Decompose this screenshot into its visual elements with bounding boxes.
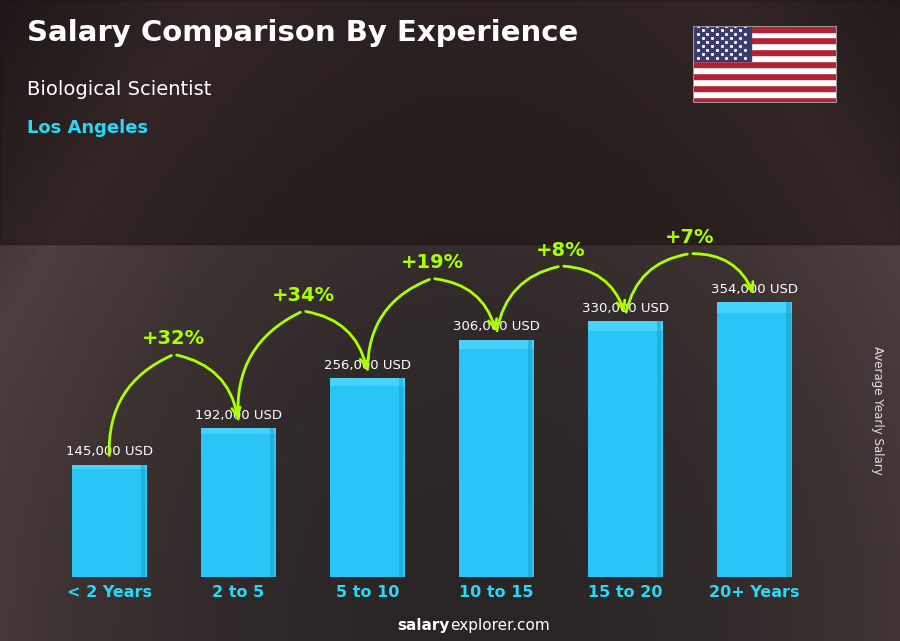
Bar	[588, 321, 663, 577]
Bar	[693, 85, 837, 91]
Text: Average Yearly Salary: Average Yearly Salary	[871, 346, 884, 474]
Text: +34%: +34%	[272, 286, 335, 305]
Text: salary: salary	[398, 619, 450, 633]
Text: +8%: +8%	[536, 241, 586, 260]
Text: explorer.com: explorer.com	[450, 619, 550, 633]
Bar	[693, 67, 837, 73]
Bar	[693, 31, 837, 37]
Bar	[717, 303, 792, 577]
Bar	[588, 321, 663, 331]
Bar	[693, 44, 837, 49]
Bar	[201, 428, 276, 434]
Bar	[693, 37, 837, 44]
Bar	[693, 55, 837, 61]
Bar	[693, 26, 837, 31]
Text: 256,000 USD: 256,000 USD	[324, 359, 411, 372]
Bar	[72, 465, 147, 577]
Bar	[693, 91, 837, 97]
Bar	[693, 49, 837, 55]
Bar	[270, 428, 274, 577]
Text: 192,000 USD: 192,000 USD	[195, 409, 282, 422]
Text: Los Angeles: Los Angeles	[27, 119, 148, 137]
Text: 354,000 USD: 354,000 USD	[711, 283, 798, 296]
Text: +19%: +19%	[400, 253, 464, 272]
Text: 330,000 USD: 330,000 USD	[582, 302, 669, 315]
Bar	[201, 428, 276, 577]
Text: Salary Comparison By Experience: Salary Comparison By Experience	[27, 19, 578, 47]
Bar	[693, 79, 837, 85]
Bar	[693, 73, 837, 79]
Text: 145,000 USD: 145,000 USD	[66, 445, 153, 458]
Bar	[330, 378, 405, 577]
Bar	[693, 61, 837, 67]
Text: +32%: +32%	[142, 329, 205, 348]
Bar	[459, 340, 534, 349]
Text: +7%: +7%	[665, 228, 715, 247]
Bar	[141, 465, 145, 577]
Bar	[0, 0, 900, 244]
Text: 306,000 USD: 306,000 USD	[453, 320, 540, 333]
Bar	[657, 321, 662, 577]
Bar	[528, 340, 533, 577]
Bar	[72, 465, 147, 469]
Bar	[717, 303, 792, 313]
Bar	[399, 378, 403, 577]
Bar	[330, 378, 405, 387]
Bar	[693, 97, 837, 103]
Bar	[693, 26, 751, 61]
Text: Biological Scientist: Biological Scientist	[27, 80, 212, 99]
Bar	[459, 340, 534, 577]
Bar	[786, 303, 790, 577]
